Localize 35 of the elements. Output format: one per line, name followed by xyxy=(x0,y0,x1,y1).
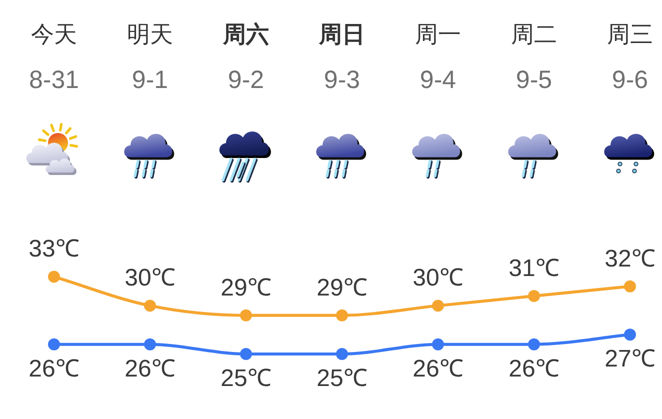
data-label: 26℃ xyxy=(412,355,464,382)
x-tick-label: 周一 9-4 xyxy=(415,21,461,94)
point xyxy=(432,300,444,312)
x-tick-label: 周六 9-2 xyxy=(223,21,269,94)
data-label: 25℃ xyxy=(316,365,368,392)
data-label: 27℃ xyxy=(604,346,656,373)
point xyxy=(432,338,444,350)
point xyxy=(240,309,252,322)
data-label: 25℃ xyxy=(220,365,272,392)
point xyxy=(144,338,156,350)
point xyxy=(624,328,636,341)
data-label: 26℃ xyxy=(508,355,560,382)
data-label: 30℃ xyxy=(124,264,176,292)
data-label: 26℃ xyxy=(28,355,80,382)
x-tick-label: 周三 9-6 xyxy=(607,21,653,94)
point xyxy=(336,348,348,360)
data-label: 29℃ xyxy=(220,274,272,302)
x-tick-label: 周二 9-5 xyxy=(511,21,557,94)
point xyxy=(528,338,540,350)
data-label: 32℃ xyxy=(604,245,656,272)
x-tick-label: 明天 9-1 xyxy=(127,21,173,94)
data-label: 29℃ xyxy=(316,274,368,302)
point xyxy=(624,280,636,292)
x-tick-label: 周日 9-3 xyxy=(319,21,365,94)
point xyxy=(240,348,252,360)
point xyxy=(528,290,540,302)
point xyxy=(48,338,60,350)
point xyxy=(48,270,60,283)
data-label: 33℃ xyxy=(28,236,80,263)
point xyxy=(144,300,156,312)
x-tick-label: 今天 8-31 xyxy=(28,21,80,94)
data-label: 30℃ xyxy=(412,264,464,292)
point xyxy=(336,309,348,322)
data-label: 31℃ xyxy=(508,255,560,282)
data-label: 26℃ xyxy=(124,355,176,382)
